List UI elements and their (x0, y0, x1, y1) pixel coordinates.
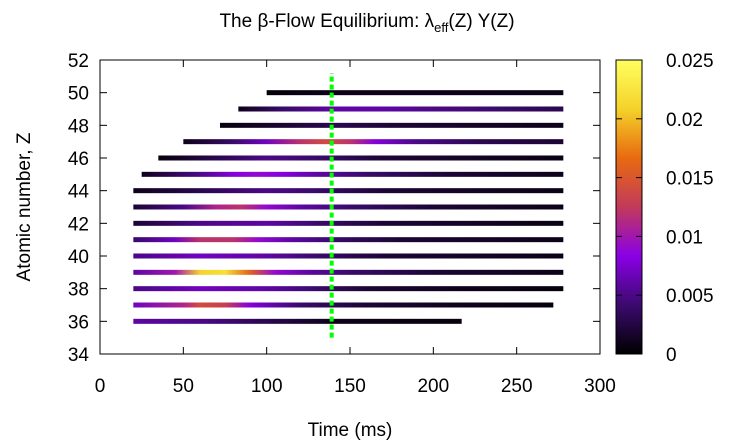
colorbar-tick-label: 0.02 (666, 110, 703, 131)
x-tick-label: 50 (173, 376, 194, 397)
heatmap-row-z40 (133, 253, 564, 259)
heatmap-row-z41 (133, 237, 564, 243)
colorbar-ticks: 0 0.005 0.01 0.015 0.02 0.025 (616, 51, 714, 366)
heatmap-row-z49 (238, 106, 564, 112)
colorbar-tick-label: 0.01 (666, 227, 703, 248)
x-tick-label: 150 (334, 376, 366, 397)
y-tick-label: 52 (68, 51, 89, 72)
y-tick-label: 48 (68, 116, 89, 137)
x-axis-label: Time (ms) (308, 420, 393, 441)
chart-title-subscript: eff (434, 20, 449, 35)
heatmap-row-z38 (133, 286, 564, 292)
heatmap-row-z48 (220, 122, 564, 128)
heatmap-row-z50 (266, 90, 564, 96)
heatmap-row-z37 (133, 302, 554, 308)
heatmap-rows (133, 90, 564, 324)
y-tick-label: 38 (68, 280, 89, 301)
x-tick-label: 100 (251, 376, 283, 397)
colorbar-tick-label: 0.025 (666, 51, 714, 72)
chart-title: The β-Flow Equilibrium: λeff(Z) Y(Z) (219, 11, 514, 35)
colorbar-tick-label: 0.005 (666, 286, 714, 307)
colorbar-tick-label: 0.015 (666, 169, 714, 190)
heatmap-row-z36 (133, 318, 462, 324)
y-tick-label: 50 (68, 84, 89, 105)
x-tick-label: 200 (417, 376, 449, 397)
heatmap-row-z44 (133, 188, 564, 194)
y-tick-label: 34 (68, 345, 90, 366)
heatmap-row-z42 (133, 220, 564, 226)
x-tick-label: 300 (584, 376, 616, 397)
y-tick-label: 46 (68, 149, 89, 170)
chart-title-main: The β-Flow Equilibrium: λ (219, 11, 434, 32)
chart-title-rest: (Z) Y(Z) (448, 11, 514, 32)
x-tick-label: 250 (501, 376, 533, 397)
y-axis-ticks: 34 36 38 40 42 44 46 48 50 52 (68, 51, 600, 366)
y-tick-label: 42 (68, 214, 89, 235)
y-tick-label: 40 (68, 247, 89, 268)
y-tick-label: 44 (68, 182, 90, 203)
colorbar-tick-label: 0 (666, 345, 677, 366)
colorbar (615, 59, 643, 355)
x-tick-label: 0 (95, 376, 106, 397)
heatmap-row-z43 (133, 204, 564, 210)
heatmap-row-z47 (183, 139, 564, 145)
heatmap-row-z45 (141, 171, 564, 177)
x-axis-ticks: 0 50 100 150 200 250 300 (95, 60, 616, 397)
y-axis-label: Atomic number, Z (14, 132, 35, 281)
heatmap-row-z46 (158, 155, 564, 161)
y-tick-label: 36 (68, 312, 89, 333)
heatmap-row-z39 (133, 269, 564, 275)
